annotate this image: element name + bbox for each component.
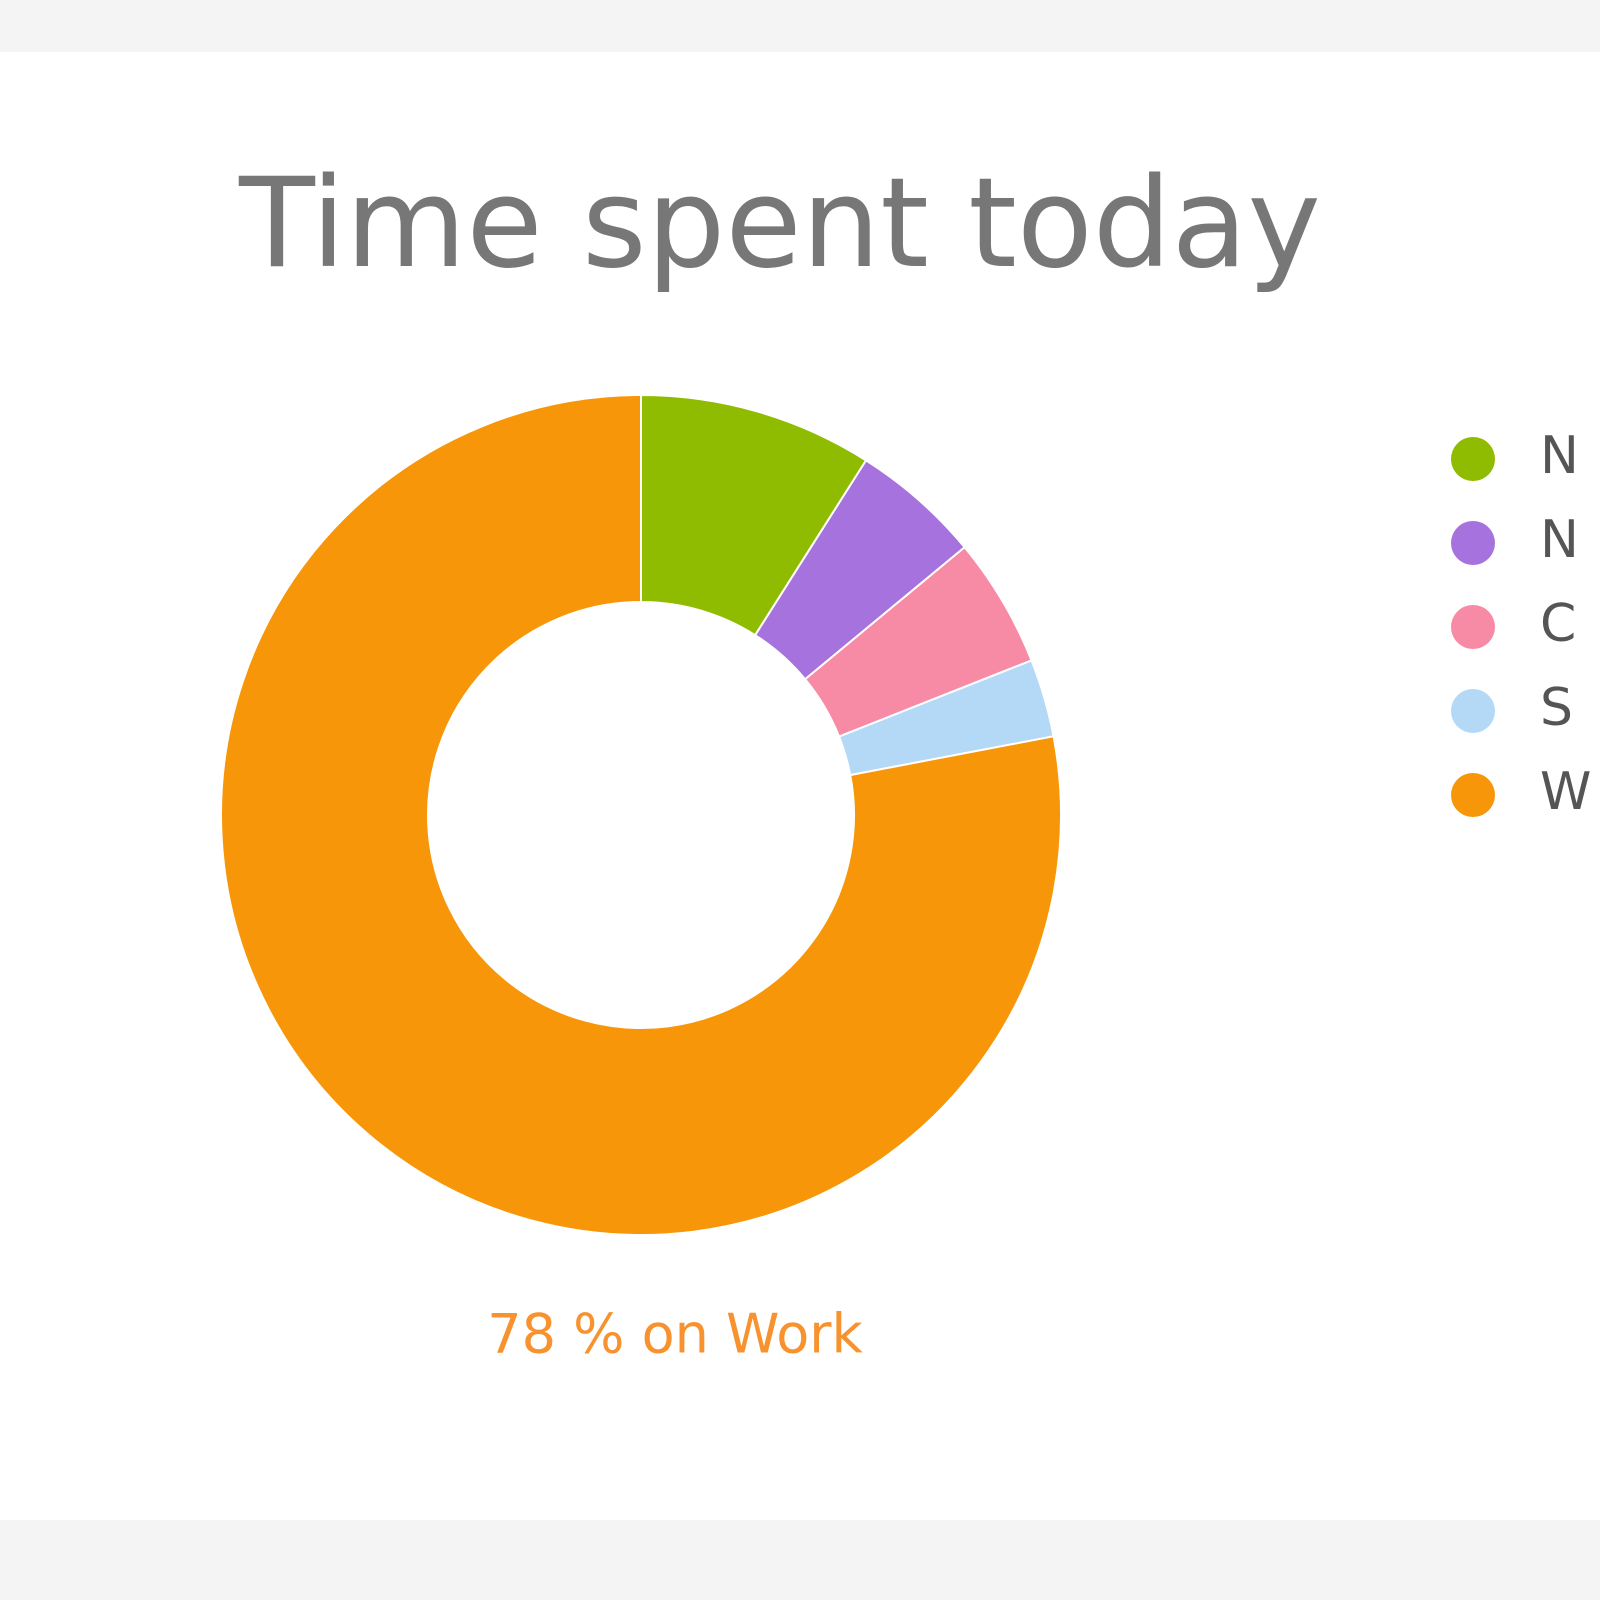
legend-marker [1451, 605, 1495, 649]
legend-label: S [1540, 678, 1573, 738]
legend-label: N [1540, 510, 1579, 570]
legend-label: N [1540, 426, 1579, 486]
annotation: 78 % on Work [487, 1303, 863, 1366]
legend-marker [1451, 773, 1495, 817]
legend-marker [1451, 521, 1495, 565]
slice [220, 393, 1062, 1236]
legend-marker [1451, 437, 1495, 481]
legend-label: C [1540, 594, 1576, 654]
legend-label: W [1540, 762, 1591, 822]
chart-title: Time spent today [238, 152, 1321, 296]
legend-marker [1451, 689, 1495, 733]
